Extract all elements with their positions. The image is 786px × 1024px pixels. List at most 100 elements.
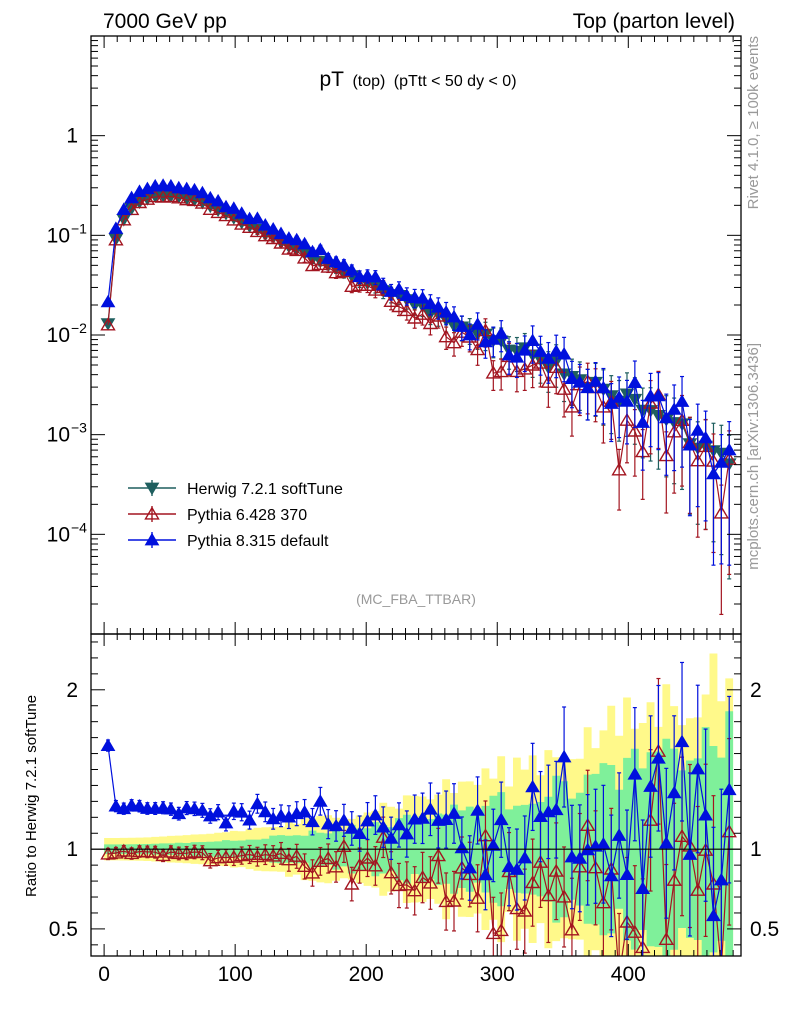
ratio-point — [556, 889, 572, 903]
ratio-point — [651, 751, 666, 764]
ratio-point — [422, 875, 439, 889]
data-point — [611, 462, 627, 476]
ratio-y-tick-label-right: 1 — [750, 838, 762, 861]
title-cut: (pTtt < 50 dy < 0) — [394, 73, 517, 90]
collision-energy-label: 7000 GeV pp — [103, 10, 227, 33]
data-point — [218, 208, 234, 222]
data-point — [501, 347, 517, 361]
data-point — [273, 226, 289, 240]
ratio-point — [509, 862, 525, 875]
ratio-point — [462, 860, 478, 874]
ratio-point — [399, 877, 415, 891]
data-point — [171, 190, 187, 204]
ratio-point — [540, 888, 557, 902]
data-point — [195, 185, 210, 199]
y-tick-label: 1 — [66, 125, 78, 148]
data-point — [296, 250, 313, 264]
ratio-point — [627, 767, 643, 780]
ratio-point — [218, 815, 234, 829]
ratio-axis-label: Ratio to Herwig 7.2.1 softTune — [23, 695, 40, 897]
data-point — [540, 374, 557, 388]
ratio-point — [548, 802, 564, 816]
series-line — [107, 195, 730, 514]
ratio-point — [296, 858, 313, 872]
ratio-point — [643, 779, 658, 792]
ratio-point — [257, 847, 274, 861]
ratio-point — [100, 738, 116, 751]
data-point — [108, 221, 124, 234]
data-point — [721, 442, 737, 456]
ratio-point — [210, 850, 226, 864]
data-point — [430, 300, 446, 313]
data-point — [116, 202, 132, 215]
y-tick-exponent: −3 — [71, 420, 87, 436]
ratio-point — [320, 850, 336, 865]
ratio-point — [304, 865, 321, 879]
data-point — [698, 430, 713, 444]
data-point — [391, 299, 407, 313]
ratio-point — [241, 846, 258, 860]
ratio-point — [603, 868, 619, 882]
data-point — [163, 178, 179, 192]
data-point — [423, 296, 438, 309]
legend-entry-label: Herwig 7.2.1 softTune — [187, 481, 343, 498]
data-point — [446, 309, 462, 323]
data-point — [596, 380, 611, 394]
data-point — [124, 190, 139, 204]
main-panel-series — [100, 178, 737, 616]
ratio-point — [406, 883, 423, 897]
ratio-point — [344, 876, 360, 890]
ratio-point — [627, 924, 643, 938]
data-point — [100, 294, 116, 308]
y-tick-label: 10 — [47, 224, 70, 247]
ratio-point — [446, 806, 462, 819]
series-line — [107, 194, 730, 465]
data-point — [116, 212, 132, 226]
data-point — [706, 466, 721, 480]
data-point — [446, 335, 462, 349]
ratio-point — [715, 962, 728, 973]
data-point — [359, 277, 376, 291]
data-point — [123, 201, 140, 216]
data-point — [666, 402, 682, 415]
data-point — [312, 256, 329, 271]
data-point — [493, 364, 509, 378]
ratio-point — [375, 819, 391, 833]
data-point — [556, 346, 572, 360]
data-point — [288, 243, 305, 257]
y-tick-exponent: −2 — [71, 320, 87, 336]
ratio-point — [383, 831, 399, 844]
ratio-y-tick-label: 1 — [66, 838, 78, 861]
data-point — [391, 282, 407, 295]
data-point — [383, 293, 399, 307]
ratio-uncertainty-bands — [104, 653, 734, 956]
data-point — [493, 326, 509, 339]
ratio-point — [501, 859, 517, 873]
ratio-point — [414, 870, 431, 884]
ratio-point — [273, 845, 289, 859]
data-point — [635, 415, 651, 428]
ratio-point — [595, 895, 612, 909]
ratio-point — [132, 799, 147, 812]
ratio-point — [257, 804, 273, 818]
data-point — [509, 350, 525, 363]
data-point — [312, 242, 328, 255]
data-point — [234, 206, 250, 219]
ratio-point — [690, 882, 706, 896]
ratio-point — [619, 867, 635, 880]
ratio-point — [194, 845, 211, 859]
data-point — [108, 232, 124, 246]
x-tick-label: 300 — [480, 963, 515, 986]
y-tick-exponent: −1 — [71, 220, 87, 236]
data-point — [469, 342, 486, 356]
ratio-point — [509, 901, 525, 915]
ratio-point — [525, 779, 540, 793]
ratio-point — [469, 890, 486, 904]
ratio-point — [415, 811, 430, 824]
ratio-y-tick-label: 2 — [66, 679, 78, 702]
data-point — [564, 371, 580, 384]
data-point — [328, 254, 344, 268]
data-point — [533, 344, 548, 357]
